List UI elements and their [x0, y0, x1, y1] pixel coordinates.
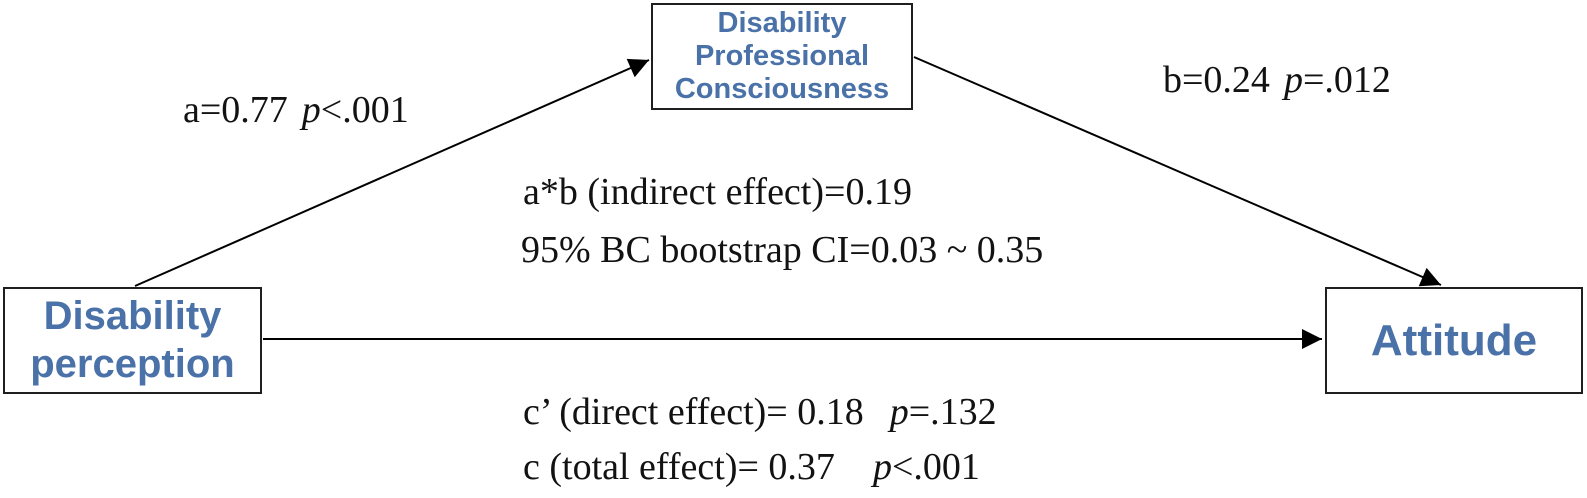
- direct-effect-p-symbol: p: [889, 391, 909, 433]
- indirect-effect-label: a*b (indirect effect)=0.19: [523, 171, 912, 213]
- mediator-box-label-line1: Disability: [717, 6, 847, 39]
- total-effect-coefficient: c (total effect)= 0.37: [523, 446, 835, 488]
- outcome-box: Attitude: [1325, 287, 1583, 394]
- mediator-box: Disability Professional Consciousness: [651, 3, 913, 110]
- bootstrap-ci-label: 95% BC bootstrap CI=0.03 ~ 0.35: [521, 229, 1044, 271]
- path-b-arrow: [913, 56, 1442, 287]
- path-a-p-value: <.001: [320, 89, 409, 131]
- outcome-box-label: Attitude: [1370, 315, 1538, 365]
- total-effect-p-symbol: p: [872, 446, 892, 488]
- path-b-coefficient: b=0.24: [1163, 59, 1270, 101]
- direct-effect-coefficient: c’ (direct effect)= 0.18: [523, 391, 864, 433]
- path-a-p-symbol: p: [301, 89, 321, 131]
- mediator-box-label-line3: Consciousness: [674, 73, 890, 106]
- total-effect-label: c (total effect)= 0.37 p<.001: [523, 445, 980, 491]
- predictor-box: Disability perception: [3, 287, 262, 394]
- predictor-box-label-line1: Disability: [43, 294, 222, 339]
- path-b-label: b=0.24 p=.012: [1163, 58, 1391, 104]
- total-effect-p-value: <.001: [891, 446, 980, 488]
- direct-effect-p-value: =.132: [908, 391, 997, 433]
- path-a-coefficient: a=0.77: [183, 89, 288, 131]
- mediator-box-label-line2: Professional: [694, 39, 870, 72]
- path-b-p-symbol: p: [1283, 59, 1303, 101]
- direct-effect-label: c’ (direct effect)= 0.18 p=.132: [523, 390, 997, 436]
- path-a-label: a=0.77 p<.001: [183, 88, 409, 134]
- path-b-p-value: =.012: [1302, 59, 1391, 101]
- path-a-arrow: [134, 58, 650, 287]
- predictor-box-label-line2: perception: [30, 341, 235, 386]
